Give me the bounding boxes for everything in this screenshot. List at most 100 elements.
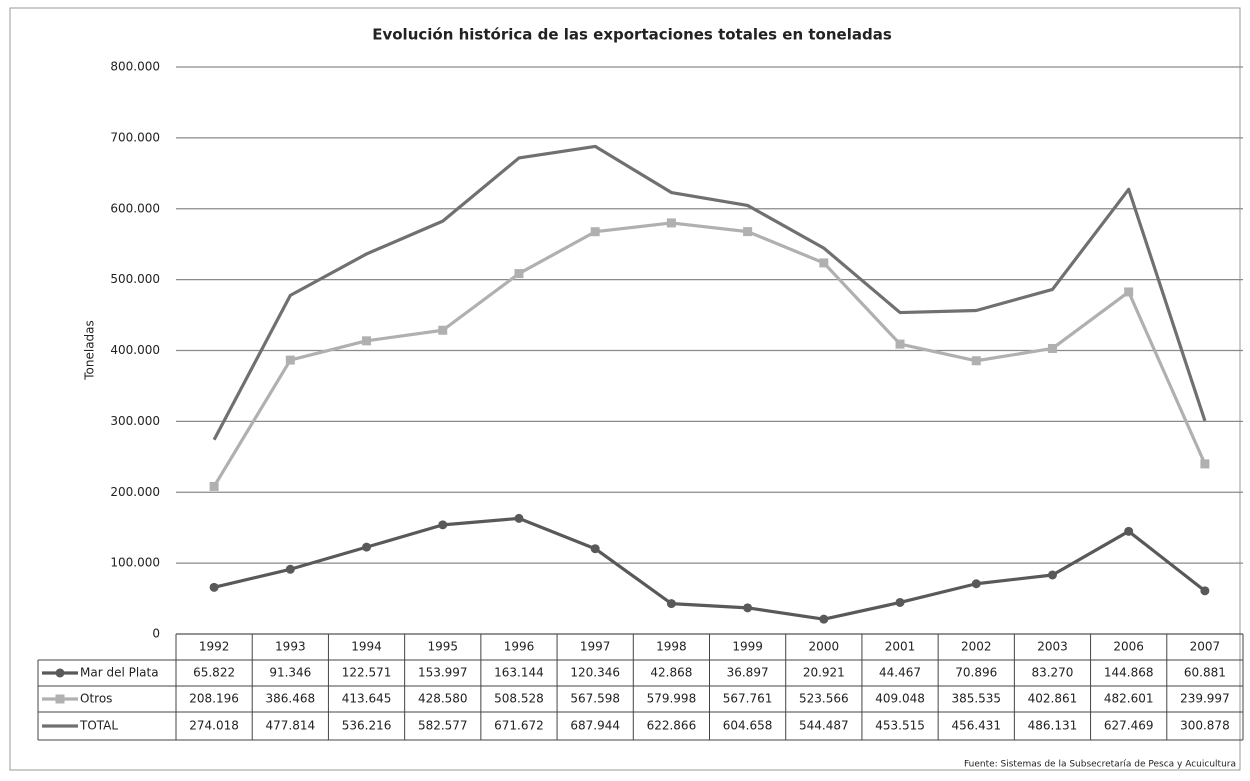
x-tick-label: 1997 bbox=[580, 640, 611, 654]
data-point bbox=[743, 603, 753, 613]
data-point bbox=[514, 513, 524, 523]
x-tick-label: 1993 bbox=[275, 640, 306, 654]
table-value: 567.761 bbox=[723, 692, 773, 706]
source-note: Fuente: Sistemas de la Subsecretaría de … bbox=[964, 760, 1236, 770]
table-value: 144.868 bbox=[1104, 666, 1154, 680]
table-value: 567.598 bbox=[570, 692, 620, 706]
data-point bbox=[362, 542, 372, 552]
y-tick-label: 0 bbox=[152, 627, 160, 641]
data-point bbox=[819, 614, 829, 624]
table-value: 413.645 bbox=[342, 692, 392, 706]
table-value: 523.566 bbox=[799, 692, 849, 706]
data-point bbox=[1047, 343, 1057, 353]
table-value: 239.997 bbox=[1180, 692, 1230, 706]
data-point bbox=[1200, 459, 1210, 469]
table-value: 508.528 bbox=[494, 692, 544, 706]
table-value: 60.881 bbox=[1184, 666, 1226, 680]
legend-label: Otros bbox=[80, 692, 112, 706]
legend-marker bbox=[55, 694, 65, 704]
table-value: 91.346 bbox=[269, 666, 311, 680]
legend-label: Mar del Plata bbox=[80, 666, 159, 680]
table-value: 385.535 bbox=[951, 692, 1001, 706]
table-value: 120.346 bbox=[570, 666, 620, 680]
legend-marker bbox=[55, 668, 65, 678]
data-point bbox=[895, 339, 905, 349]
data-point bbox=[666, 599, 676, 609]
y-tick-label: 300.000 bbox=[110, 414, 160, 428]
data-point bbox=[438, 520, 448, 530]
table-value: 83.270 bbox=[1031, 666, 1073, 680]
table-value: 300.878 bbox=[1180, 719, 1230, 733]
x-tick-label: 2007 bbox=[1190, 640, 1221, 654]
data-point bbox=[590, 544, 600, 554]
series-line bbox=[212, 221, 1207, 488]
x-tick-label: 2006 bbox=[1113, 640, 1144, 654]
y-tick-label: 200.000 bbox=[110, 485, 160, 499]
table-value: 671.672 bbox=[494, 719, 544, 733]
y-tick-label: 400.000 bbox=[110, 343, 160, 357]
y-tick-label: 600.000 bbox=[110, 201, 160, 215]
table-value: 687.944 bbox=[570, 719, 620, 733]
y-tick-label: 700.000 bbox=[110, 130, 160, 144]
table-value: 486.131 bbox=[1028, 719, 1078, 733]
data-point bbox=[438, 325, 448, 335]
data-point bbox=[285, 564, 295, 574]
table-value: 536.216 bbox=[342, 719, 392, 733]
data-point bbox=[666, 218, 676, 228]
table-value: 477.814 bbox=[266, 719, 316, 733]
x-tick-label: 1999 bbox=[732, 640, 763, 654]
series-line bbox=[213, 516, 1206, 621]
table-value: 42.868 bbox=[650, 666, 692, 680]
data-point bbox=[1124, 287, 1134, 297]
table-value: 153.997 bbox=[418, 666, 468, 680]
table-value: 122.571 bbox=[342, 666, 392, 680]
data-point bbox=[1047, 570, 1057, 580]
data-point bbox=[285, 355, 295, 365]
table-value: 402.861 bbox=[1028, 692, 1078, 706]
table-value: 579.998 bbox=[647, 692, 697, 706]
table-value: 453.515 bbox=[875, 719, 925, 733]
table-value: 20.921 bbox=[803, 666, 845, 680]
table-value: 70.896 bbox=[955, 666, 997, 680]
data-point bbox=[362, 336, 372, 346]
data-point bbox=[743, 227, 753, 237]
table-value: 544.487 bbox=[799, 719, 849, 733]
series-line bbox=[212, 144, 1207, 441]
x-tick-label: 1994 bbox=[351, 640, 382, 654]
data-point bbox=[895, 597, 905, 607]
table-value: 456.431 bbox=[951, 719, 1001, 733]
data-point bbox=[590, 227, 600, 237]
x-tick-label: 2002 bbox=[961, 640, 992, 654]
data-point bbox=[1124, 526, 1134, 536]
data-point bbox=[209, 481, 219, 491]
table-value: 208.196 bbox=[189, 692, 239, 706]
table-value: 163.144 bbox=[494, 666, 544, 680]
y-axis-label: Toneladas bbox=[83, 320, 97, 381]
data-point bbox=[971, 356, 981, 366]
x-tick-label: 2000 bbox=[809, 640, 840, 654]
table-value: 622.866 bbox=[647, 719, 697, 733]
x-tick-label: 1992 bbox=[199, 640, 230, 654]
table-value: 604.658 bbox=[723, 719, 773, 733]
y-tick-label: 800.000 bbox=[110, 60, 160, 74]
x-tick-label: 2001 bbox=[885, 640, 916, 654]
legend-label: TOTAL bbox=[79, 719, 118, 733]
chart-title: Evolución histórica de las exportaciones… bbox=[372, 26, 892, 44]
y-tick-label: 100.000 bbox=[110, 556, 160, 570]
data-point bbox=[971, 579, 981, 589]
x-tick-label: 1998 bbox=[656, 640, 687, 654]
table-value: 428.580 bbox=[418, 692, 468, 706]
table-value: 65.822 bbox=[193, 666, 235, 680]
x-tick-label: 1996 bbox=[504, 640, 535, 654]
x-tick-label: 2003 bbox=[1037, 640, 1068, 654]
data-point bbox=[514, 269, 524, 279]
table-value: 409.048 bbox=[875, 692, 925, 706]
table-value: 482.601 bbox=[1104, 692, 1154, 706]
y-tick-label: 500.000 bbox=[110, 272, 160, 286]
table-value: 386.468 bbox=[266, 692, 316, 706]
data-point bbox=[209, 582, 219, 592]
table-value: 36.897 bbox=[727, 666, 769, 680]
table-value: 582.577 bbox=[418, 719, 468, 733]
